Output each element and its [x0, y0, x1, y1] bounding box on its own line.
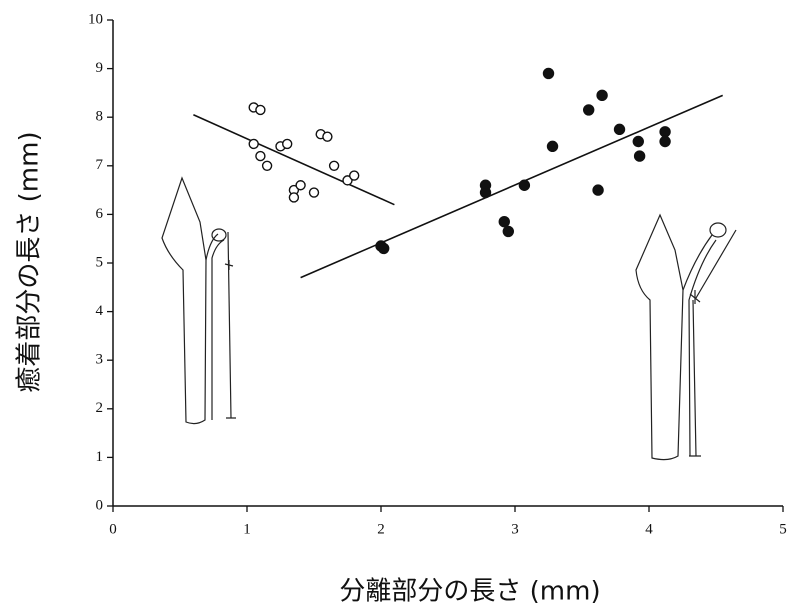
- y-tick-label: 1: [96, 449, 104, 465]
- scatter-point: [296, 181, 305, 190]
- x-tick-label: 5: [779, 521, 787, 537]
- y-tick-label: 10: [88, 11, 103, 27]
- y-tick-label: 5: [96, 254, 104, 270]
- scatter-point: [330, 161, 339, 170]
- scatter-point: [544, 68, 554, 78]
- y-tick-label: 3: [96, 352, 104, 368]
- y-tick-label: 7: [96, 157, 104, 173]
- flower-sketch-left: [162, 178, 236, 424]
- scatter-point: [263, 161, 272, 170]
- scatter-point: [635, 151, 645, 161]
- x-tick-label: 3: [511, 521, 519, 537]
- y-tick-label: 9: [96, 60, 104, 76]
- scatter-point: [481, 188, 491, 198]
- scatter-point: [256, 152, 265, 161]
- scatter-point: [499, 217, 509, 227]
- scatter-point: [633, 137, 643, 147]
- scatter-point: [323, 132, 332, 141]
- chart: 分離部分の長さ (mm) 癒着部分の長さ (mm) 0 1 2 3 4 5 6 7 8 9 10 0 1…: [0, 0, 787, 610]
- fit-line: [301, 95, 723, 277]
- x-tick-label: 1: [243, 521, 251, 537]
- scatter-point: [289, 193, 298, 202]
- scatter-point: [597, 90, 607, 100]
- flower-sketch-right: [636, 215, 736, 460]
- scatter-point: [283, 139, 292, 148]
- x-tick-label: 4: [645, 521, 653, 537]
- scatter-point: [660, 127, 670, 137]
- scatter-point: [350, 171, 359, 180]
- x-tick-label: 0: [109, 521, 117, 537]
- y-tick-label: 8: [96, 109, 104, 125]
- scatter-point: [615, 124, 625, 134]
- scatter-point: [548, 141, 558, 151]
- scatter-point: [519, 180, 529, 190]
- x-axis-title: 分離部分の長さ (mm): [339, 577, 600, 607]
- scatter-point: [249, 139, 258, 148]
- scatter-point: [310, 188, 319, 197]
- scatter-point: [256, 105, 265, 114]
- scatter-point: [584, 105, 594, 115]
- y-tick-label: 0: [96, 497, 104, 513]
- y-axis-title: 癒着部分の長さ (mm): [15, 131, 45, 392]
- y-tick-label: 6: [96, 206, 104, 222]
- y-tick-label: 2: [96, 400, 104, 416]
- scatter-point: [593, 185, 603, 195]
- scatter-point: [660, 137, 670, 147]
- y-tick-label: 4: [96, 303, 104, 319]
- scatter-point: [379, 243, 389, 253]
- x-tick-label: 2: [377, 521, 385, 537]
- scatter-point: [503, 226, 513, 236]
